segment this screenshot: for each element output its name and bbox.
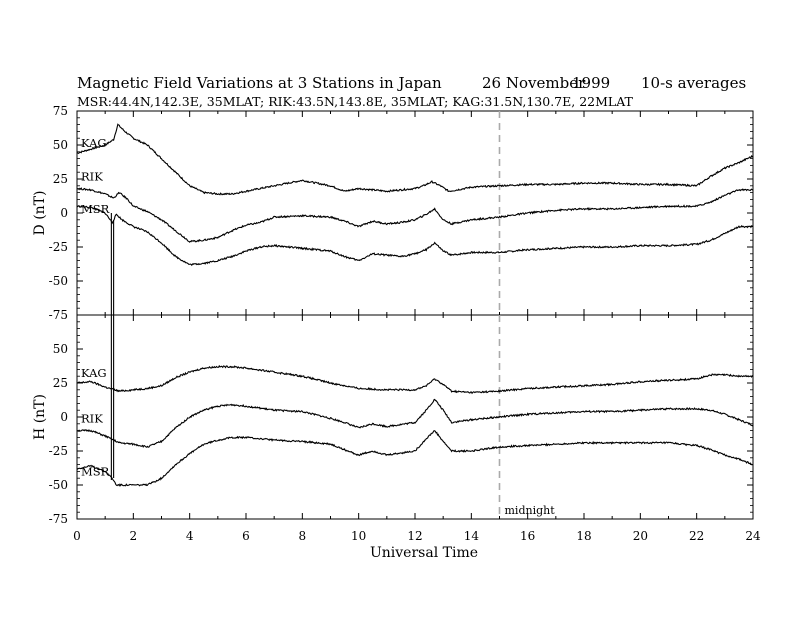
series-label-kag: KAG bbox=[81, 366, 107, 380]
series-line-kag bbox=[76, 123, 754, 196]
series-line-msr bbox=[76, 430, 754, 487]
series-label-kag: KAG bbox=[81, 136, 107, 150]
y-tick-label: -75 bbox=[49, 512, 68, 526]
x-tick-label: 4 bbox=[186, 529, 194, 543]
y-tick-label: 25 bbox=[53, 172, 68, 186]
panel-top: 75 50 25 0 -25 -50 -75 D (nT) KAG RIK MSR bbox=[32, 104, 754, 322]
chart-date: 26 November bbox=[482, 74, 586, 92]
y-tick-label: -25 bbox=[49, 240, 68, 254]
series-line-kag bbox=[76, 364, 754, 395]
x-tick-label: 0 bbox=[73, 529, 81, 543]
x-tick-label: 10 bbox=[351, 529, 366, 543]
y-tick-label: -50 bbox=[49, 478, 68, 492]
series-line-rik bbox=[76, 398, 754, 448]
chart-averaging: 10-s averages bbox=[641, 74, 746, 92]
y-tick-label: -25 bbox=[49, 444, 68, 458]
chart-year: 1999 bbox=[572, 74, 610, 92]
series-label-rik: RIK bbox=[81, 170, 103, 184]
x-tick-label: 6 bbox=[242, 529, 250, 543]
x-tick-label: 2 bbox=[130, 529, 138, 543]
series-label-msr: MSR bbox=[81, 465, 110, 479]
x-tick-label: 14 bbox=[464, 529, 480, 543]
y-axis-label-top: D (nT) bbox=[32, 191, 48, 236]
panel-frame-bottom bbox=[76, 314, 754, 520]
series-label-rik: RIK bbox=[81, 412, 103, 426]
x-tick-label: 12 bbox=[407, 529, 422, 543]
series-label-msr: MSR bbox=[81, 202, 110, 216]
midnight-annotation: midnight bbox=[505, 504, 556, 517]
x-tick-label: 8 bbox=[299, 529, 307, 543]
x-tick-label: 16 bbox=[520, 529, 535, 543]
chart-subtitle: MSR:44.4N,142.3E, 35MLAT; RIK:43.5N,143.… bbox=[77, 94, 634, 109]
y-tick-label: 50 bbox=[53, 138, 68, 152]
panel-frame-top bbox=[76, 110, 754, 316]
y-tick-label: 0 bbox=[60, 206, 68, 220]
y-tick-label: -75 bbox=[49, 308, 68, 322]
y-tick-label: 0 bbox=[60, 410, 68, 424]
x-tick-label: 20 bbox=[633, 529, 648, 543]
x-tick-label: 22 bbox=[689, 529, 704, 543]
x-axis-label: Universal Time bbox=[370, 545, 478, 561]
y-tick-label: -50 bbox=[49, 274, 68, 288]
y-axis-label-bottom: H (nT) bbox=[32, 394, 48, 440]
x-tick-label: 18 bbox=[576, 529, 591, 543]
panels-group: 75 50 25 0 -25 -50 -75 D (nT) KAG RIK MSR midnight 5… bbox=[32, 104, 761, 543]
series-line-rik bbox=[76, 187, 754, 243]
y-tick-label: 25 bbox=[53, 376, 68, 390]
y-tick-label: 75 bbox=[53, 104, 68, 118]
chart-title: Magnetic Field Variations at 3 Stations … bbox=[77, 74, 442, 92]
series-line-msr bbox=[76, 205, 754, 267]
x-tick-label: 24 bbox=[745, 529, 761, 543]
y-tick-label: 50 bbox=[53, 342, 68, 356]
